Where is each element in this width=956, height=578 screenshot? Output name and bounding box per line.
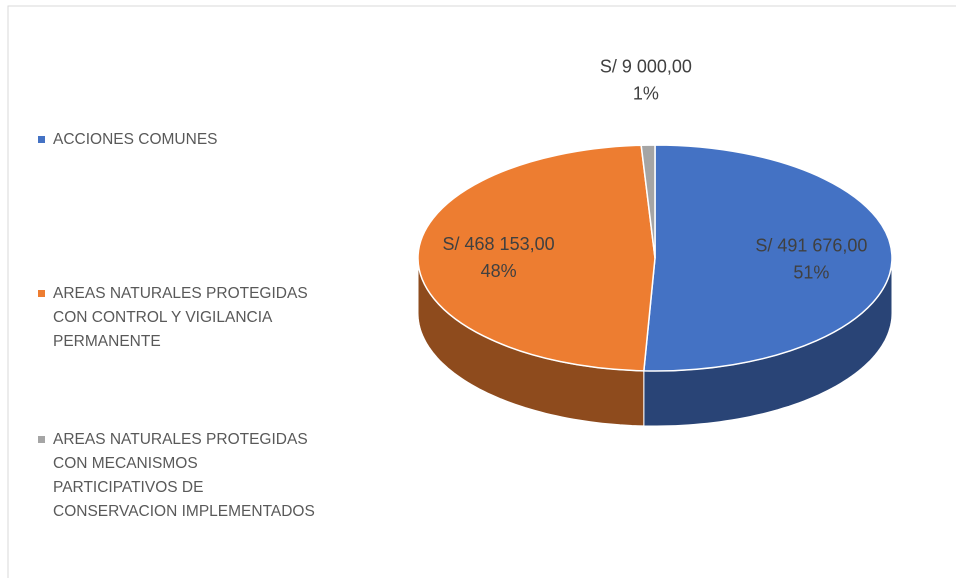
value-label: S/ 9 000,00 xyxy=(600,57,692,77)
percent-label: 51% xyxy=(793,263,829,283)
legend-swatch xyxy=(38,290,45,297)
value-label: S/ 491 676,00 xyxy=(755,236,867,256)
value-label: S/ 468 153,00 xyxy=(443,234,555,254)
legend-item: AREAS NATURALES PROTEGIDAS CON CONTROL Y… xyxy=(38,282,368,354)
frame xyxy=(7,5,956,578)
legend-swatch xyxy=(38,436,45,443)
slice xyxy=(417,144,656,372)
legend-item: ACCIONES COMUNES xyxy=(38,128,368,152)
legend-label: ACCIONES COMUNES xyxy=(53,131,218,148)
percent-label: 48% xyxy=(481,261,517,281)
legend-label: AREAS NATURALES PROTEGIDAS CON MECANISMO… xyxy=(53,431,315,520)
legend-label: AREAS NATURALES PROTEGIDAS CON CONTROL Y… xyxy=(53,285,308,350)
percent-label: 1% xyxy=(633,84,659,104)
legend-swatch xyxy=(38,136,45,143)
slice xyxy=(643,144,893,372)
legend-item: AREAS NATURALES PROTEGIDAS CON MECANISMO… xyxy=(38,428,368,524)
slice xyxy=(640,144,656,259)
